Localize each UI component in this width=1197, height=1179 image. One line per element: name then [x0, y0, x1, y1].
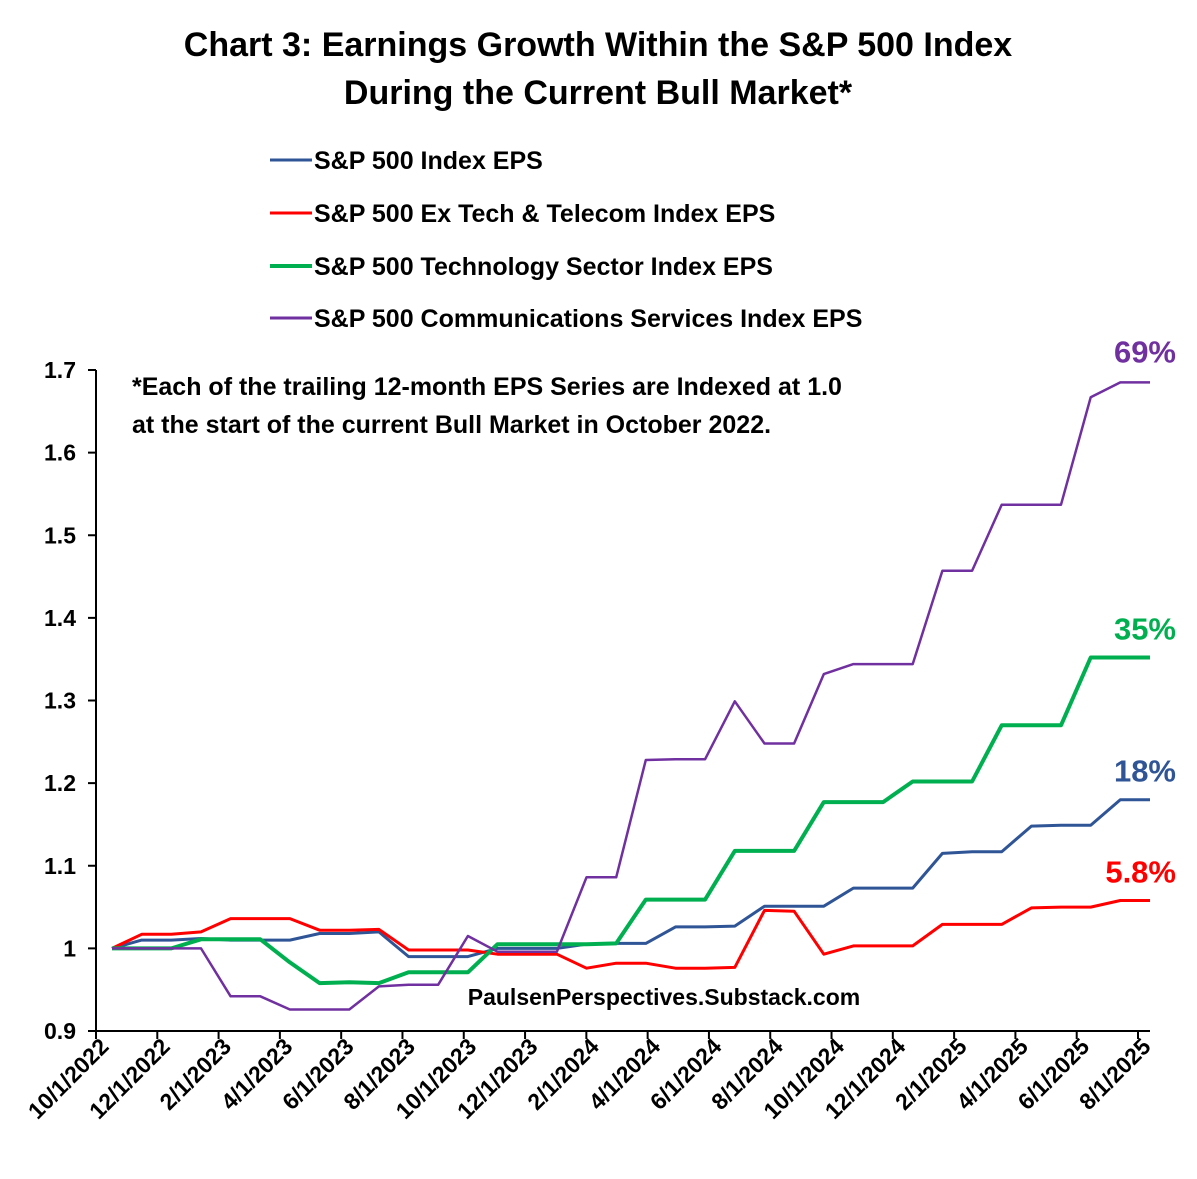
- legend: S&P 500 Index EPS S&P 500 Ex Tech & Tele…: [270, 147, 862, 333]
- legend-item-ex-tech-telecom: S&P 500 Ex Tech & Telecom Index EPS: [270, 200, 775, 228]
- y-tick-label: 1.2: [44, 770, 76, 796]
- legend-label-communications: S&P 500 Communications Services Index EP…: [314, 305, 862, 333]
- y-tick-label: 1.4: [44, 605, 76, 631]
- legend-item-sp500: S&P 500 Index EPS: [270, 147, 543, 175]
- series-line-technology: [112, 655, 1150, 986]
- series-line-ex-tech-telecom: [111, 899, 1150, 970]
- y-tick-label: 1.6: [44, 440, 76, 466]
- legend-label-sp500: S&P 500 Index EPS: [314, 147, 543, 175]
- legend-label-ex-tech-telecom: S&P 500 Ex Tech & Telecom Index EPS: [314, 200, 775, 228]
- series-line-communications: [112, 381, 1150, 1011]
- chart-note-line-2: at the start of the current Bull Market …: [132, 411, 771, 439]
- end-label-communications: 69%: [1114, 334, 1176, 369]
- chart-title-line-1: Chart 3: Earnings Growth Within the S&P …: [184, 26, 1013, 64]
- end-labels: 18% 5.8% 35% 69%: [1105, 334, 1176, 889]
- y-tick-label: 1.3: [44, 688, 76, 714]
- series-line-sp500: [111, 798, 1150, 959]
- legend-label-technology: S&P 500 Technology Sector Index EPS: [314, 253, 773, 281]
- series-lines: [111, 381, 1150, 1011]
- end-label-ex-tech-telecom: 5.8%: [1105, 854, 1176, 889]
- legend-item-communications: S&P 500 Communications Services Index EP…: [270, 305, 862, 333]
- x-ticks: 10/1/202212/1/20222/1/20234/1/20236/1/20…: [23, 1031, 1156, 1124]
- chart-note-line-1: *Each of the trailing 12-month EPS Serie…: [132, 373, 842, 401]
- end-label-technology: 35%: [1114, 612, 1176, 647]
- y-ticks: 0.9 1 1.1 1.2 1.3 1.4 1.5 1.6 1.7: [44, 357, 96, 1044]
- y-tick-label: 1.1: [44, 853, 76, 879]
- chart-title-line-2: During the Current Bull Market*: [344, 74, 853, 112]
- legend-item-technology: S&P 500 Technology Sector Index EPS: [270, 253, 773, 281]
- y-tick-label: 1: [63, 935, 76, 961]
- end-label-sp500: 18%: [1114, 754, 1176, 789]
- y-tick-label: 1.5: [44, 522, 76, 548]
- watermark: PaulsenPerspectives.Substack.com: [468, 984, 860, 1010]
- y-tick-label: 0.9: [44, 1018, 76, 1044]
- y-tick-label: 1.7: [44, 357, 76, 383]
